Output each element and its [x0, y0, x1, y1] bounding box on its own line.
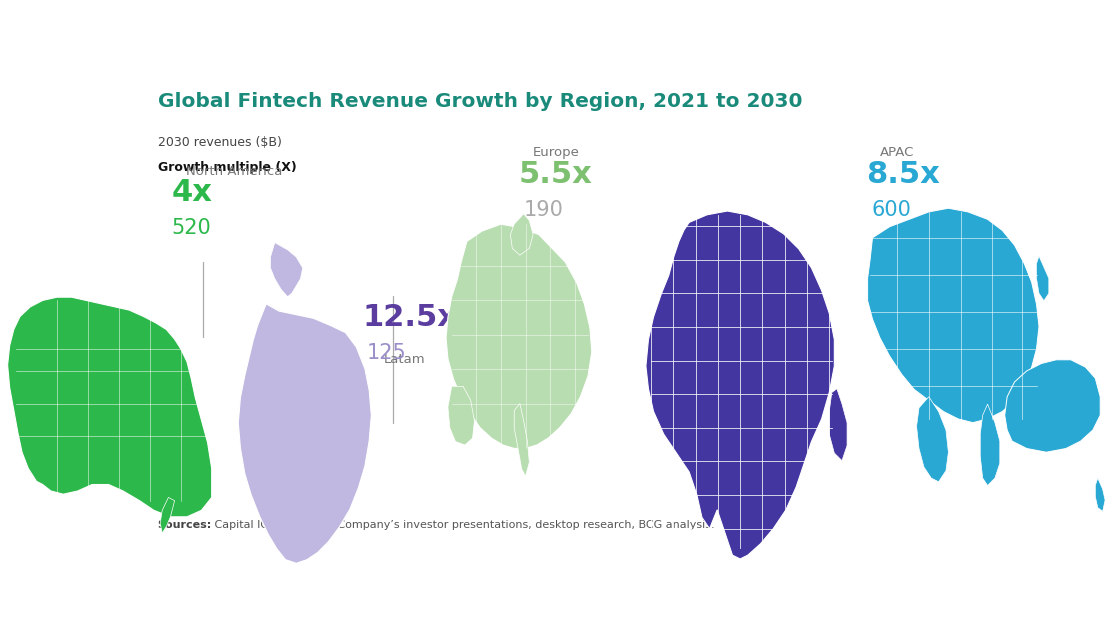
Text: 600: 600	[871, 200, 911, 220]
Polygon shape	[829, 389, 847, 461]
Text: 520: 520	[171, 218, 211, 238]
Text: 12.5x: 12.5x	[362, 303, 457, 332]
Text: 125: 125	[366, 343, 406, 363]
Polygon shape	[646, 211, 835, 559]
Polygon shape	[511, 214, 533, 255]
Text: Sources:: Sources:	[158, 520, 212, 530]
Text: Growth multiple (X): Growth multiple (X)	[158, 162, 296, 174]
Text: 13x: 13x	[703, 303, 764, 332]
Text: Africa: Africa	[715, 353, 754, 366]
Polygon shape	[1005, 360, 1100, 452]
Polygon shape	[8, 297, 212, 517]
Text: 8.5x: 8.5x	[866, 160, 939, 189]
Text: Capital IQ, Pitchbook, Company’s investor presentations, desktop research, BCG a: Capital IQ, Pitchbook, Company’s investo…	[211, 520, 715, 530]
Polygon shape	[448, 386, 474, 445]
Text: North America: North America	[186, 165, 282, 178]
Polygon shape	[514, 404, 529, 476]
Text: APAC: APAC	[880, 146, 915, 159]
Polygon shape	[980, 404, 1000, 485]
Text: Global Fintech Revenue Growth by Region, 2021 to 2030: Global Fintech Revenue Growth by Region,…	[158, 92, 803, 110]
Polygon shape	[1096, 478, 1106, 511]
Text: Europe: Europe	[533, 146, 579, 159]
Polygon shape	[446, 224, 592, 449]
Text: 190: 190	[523, 200, 563, 220]
Polygon shape	[868, 208, 1039, 422]
Polygon shape	[917, 397, 948, 482]
Polygon shape	[160, 497, 174, 533]
Text: 2030 revenues ($B): 2030 revenues ($B)	[158, 137, 282, 149]
Text: Latam: Latam	[384, 353, 425, 366]
Text: 4x: 4x	[171, 178, 212, 207]
Polygon shape	[271, 243, 303, 296]
Text: 5.5x: 5.5x	[519, 160, 593, 189]
Polygon shape	[239, 304, 372, 563]
Polygon shape	[1037, 256, 1049, 301]
Text: 65: 65	[706, 343, 733, 363]
